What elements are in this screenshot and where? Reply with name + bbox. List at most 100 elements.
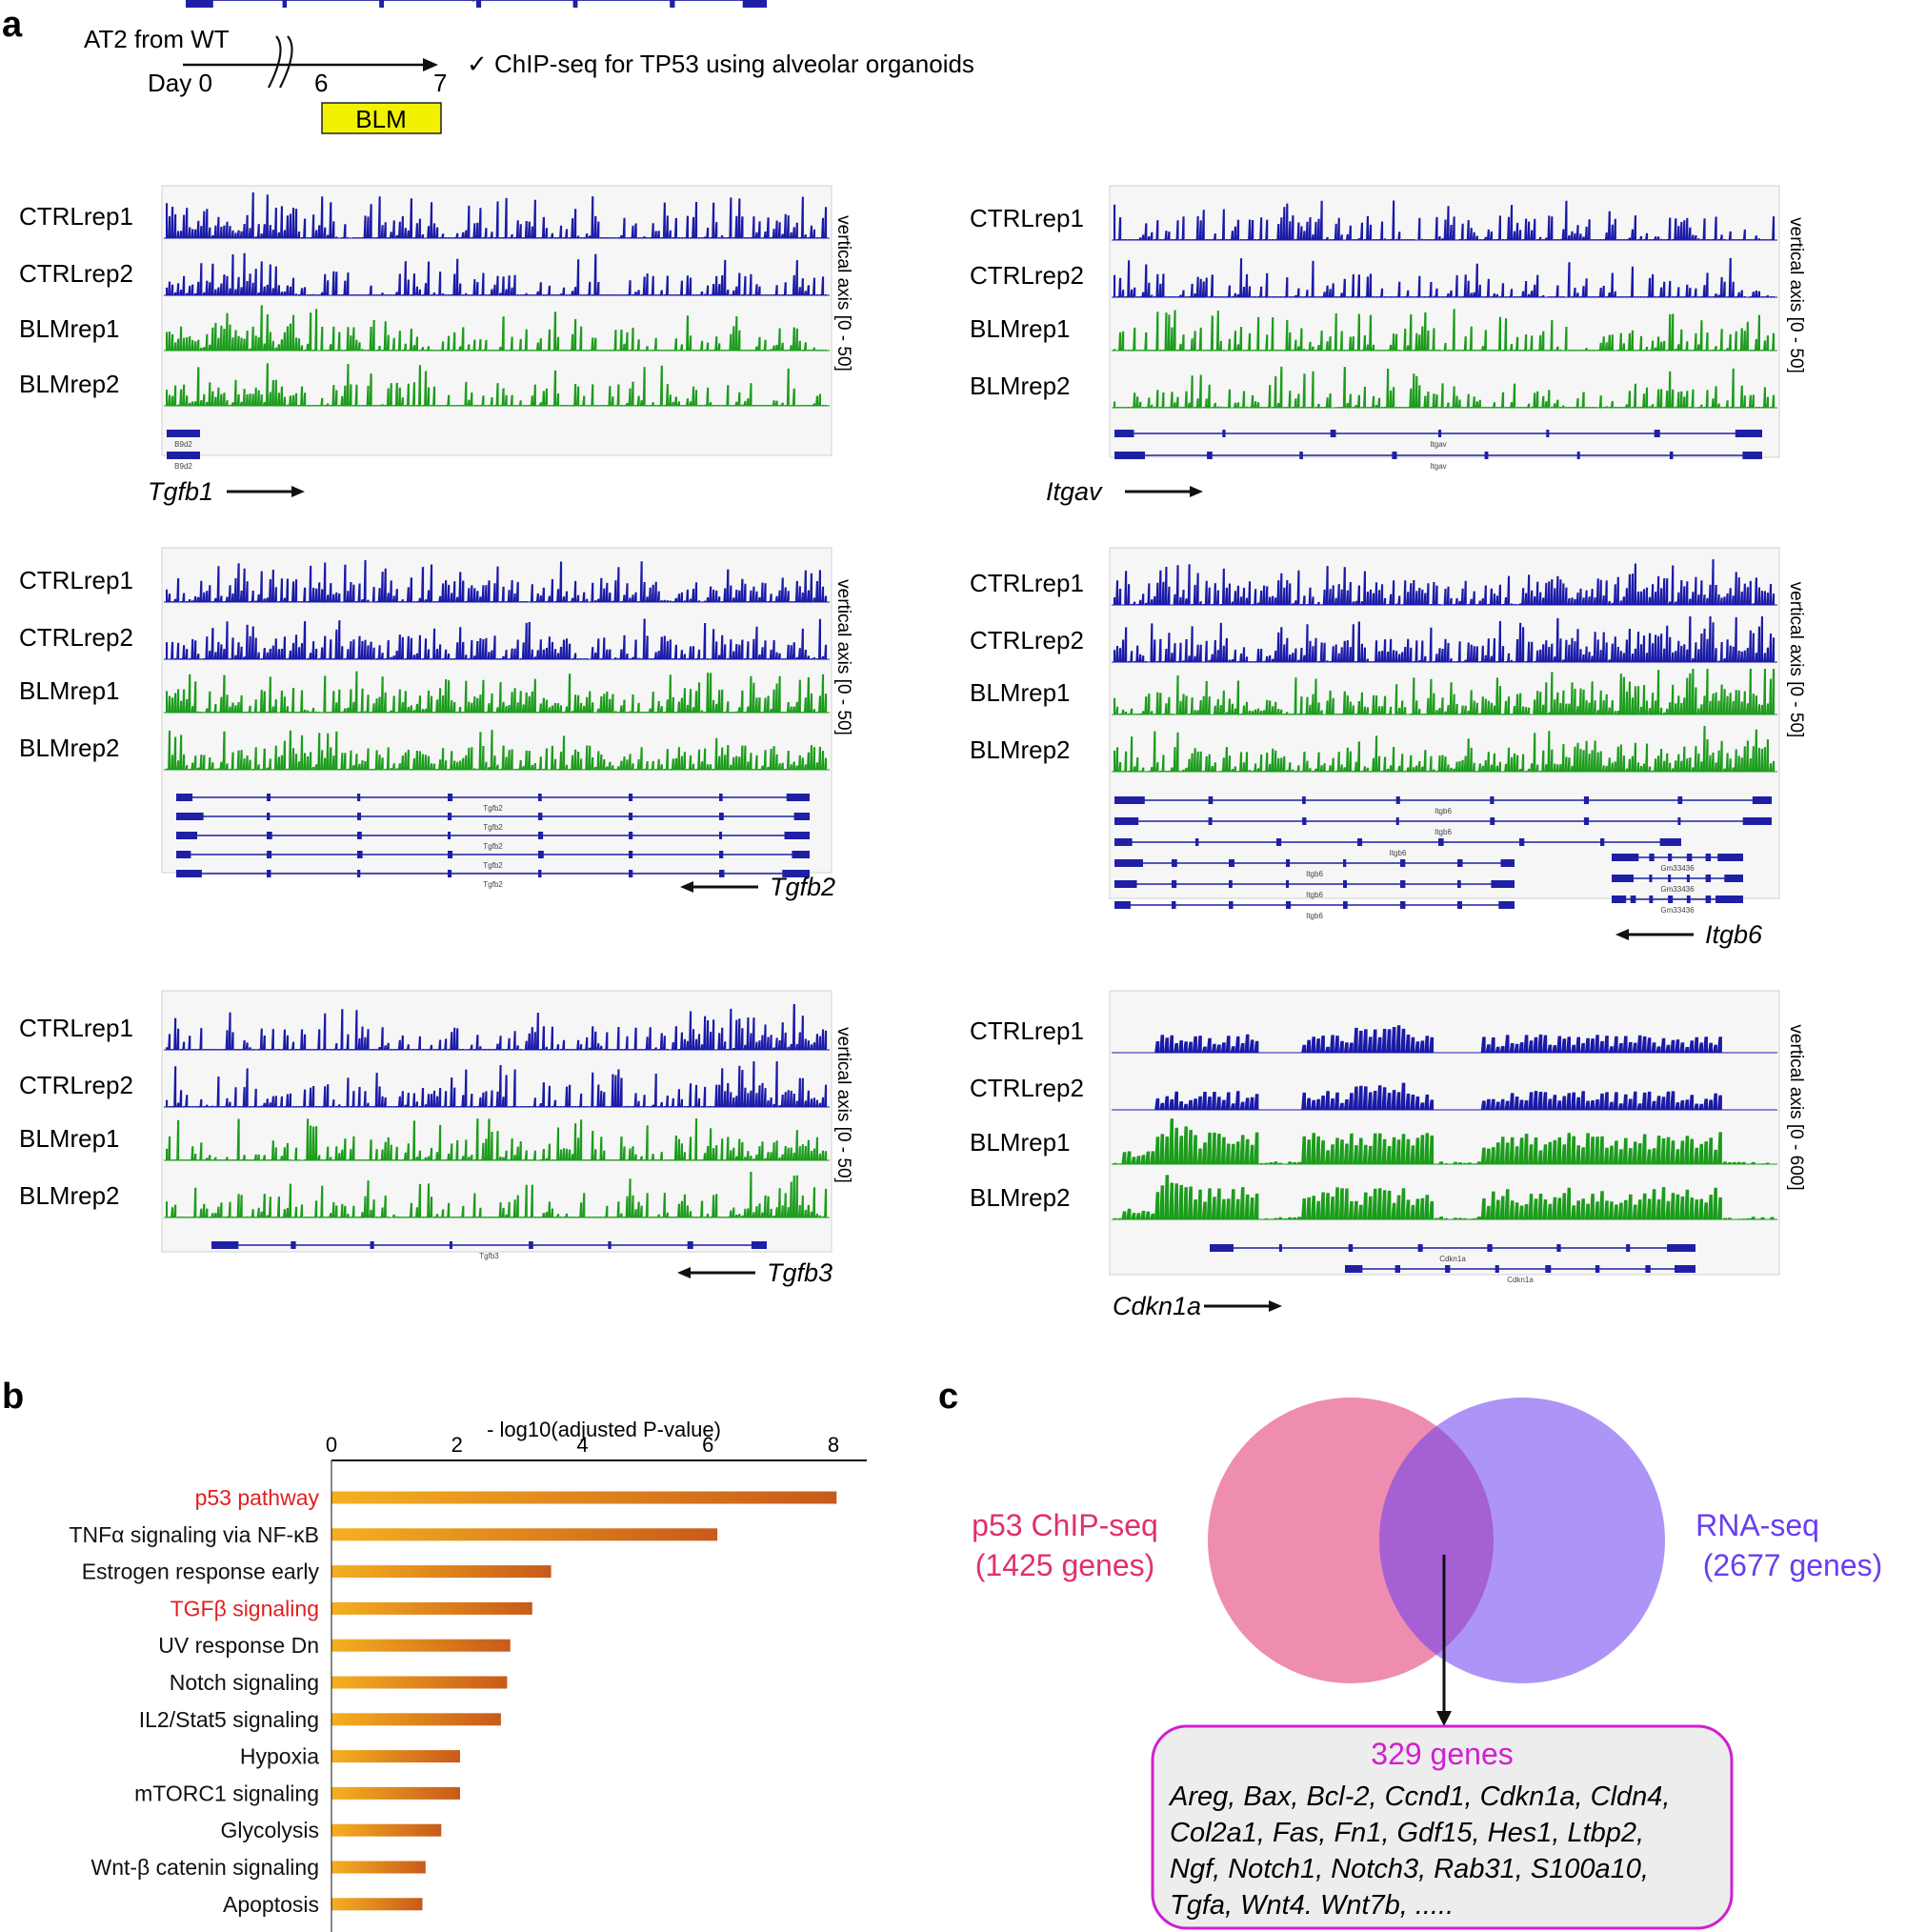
exon bbox=[1343, 880, 1347, 888]
exon bbox=[1705, 854, 1712, 861]
category-label: IL2/Stat5 signaling bbox=[139, 1707, 319, 1732]
exon bbox=[1229, 859, 1234, 867]
sample-label: CTRLrep2 bbox=[19, 1071, 133, 1099]
signal-track-blmrep2 bbox=[1114, 1175, 1775, 1219]
exon bbox=[1742, 452, 1762, 459]
exon bbox=[370, 1241, 374, 1249]
bar bbox=[331, 1676, 508, 1689]
blm-treatment-label: BLM bbox=[355, 105, 406, 133]
exon bbox=[782, 870, 810, 877]
signal-track-blmrep2 bbox=[166, 363, 828, 406]
exon bbox=[1395, 817, 1399, 825]
bar bbox=[331, 1565, 552, 1579]
exon bbox=[751, 1241, 767, 1249]
timeline-day0: Day 0 bbox=[148, 69, 212, 97]
signal-track-ctrlrep1 bbox=[1114, 200, 1776, 240]
track-panel-itgav: CTRLrep1 CTRLrep2 BLMrep1 BLMrep2 Itgav Itgav… bbox=[970, 185, 1806, 506]
track-panel-tgfb1: CTRLrep1 CTRLrep2 BLMrep1 BLMrep2 B9d2 B9d2 Tg… bbox=[19, 0, 853, 506]
exon bbox=[1114, 901, 1131, 909]
sample-label: BLMrep2 bbox=[970, 1183, 1071, 1212]
exon bbox=[1545, 1265, 1552, 1273]
overlap-genes-line: Ngf, Notch1, Notch3, Rab31, S100a10, bbox=[1170, 1854, 1649, 1884]
transcript-name: Tgfb2 bbox=[483, 842, 503, 851]
exon bbox=[1172, 901, 1176, 909]
exon bbox=[1343, 859, 1347, 867]
signal-track-ctrlrep2 bbox=[166, 618, 828, 659]
exon bbox=[448, 870, 452, 877]
track-background bbox=[1109, 990, 1780, 1276]
exon bbox=[1600, 838, 1605, 846]
exon bbox=[448, 832, 451, 839]
transcript-name: Gm33436 bbox=[1660, 864, 1695, 873]
transcript-name: Gm33436 bbox=[1660, 906, 1695, 915]
exon bbox=[1752, 796, 1772, 804]
exon bbox=[719, 851, 724, 858]
sample-label: BLMrep1 bbox=[19, 676, 120, 705]
exon bbox=[1484, 452, 1489, 459]
signal-track-ctrlrep2 bbox=[1114, 616, 1776, 662]
exon bbox=[1705, 896, 1712, 903]
gene-direction-arrowhead bbox=[1190, 486, 1203, 497]
category-label: mTORC1 signaling bbox=[134, 1781, 319, 1805]
bar bbox=[331, 1528, 718, 1541]
transcript-name: Itgb6 bbox=[1306, 870, 1323, 878]
exon bbox=[1400, 859, 1406, 867]
signal-track-ctrlrep1 bbox=[166, 192, 828, 238]
exon bbox=[1299, 452, 1303, 459]
transcript-name: Itgav bbox=[1430, 462, 1446, 471]
exon bbox=[1276, 838, 1282, 846]
category-label: Apoptosis bbox=[223, 1892, 319, 1917]
exon bbox=[784, 832, 810, 839]
exon bbox=[1302, 796, 1306, 804]
exon bbox=[357, 832, 362, 839]
overlap-genes-box bbox=[1151, 1724, 1734, 1930]
transcript-name: B9d2 bbox=[174, 462, 192, 471]
signal-track-ctrlrep1 bbox=[1114, 559, 1776, 605]
category-label: UV response Dn bbox=[158, 1633, 319, 1658]
sample-label: CTRLrep1 bbox=[19, 566, 133, 594]
exon bbox=[1649, 896, 1654, 903]
exon bbox=[1487, 1244, 1493, 1252]
sample-label: BLMrep2 bbox=[970, 735, 1071, 764]
timeline-day7: 7 bbox=[433, 69, 447, 97]
timeline-description: ✓ ChIP-seq for TP53 using alveolar organ… bbox=[467, 50, 974, 78]
overlap-pointer-arrowhead bbox=[1436, 1711, 1452, 1726]
exon bbox=[1495, 1265, 1499, 1273]
vertical-axis-label: vertical axis [0 - 50] bbox=[1786, 582, 1806, 738]
exon bbox=[1626, 1244, 1631, 1252]
exon bbox=[1715, 896, 1743, 903]
exon bbox=[282, 0, 287, 8]
exon bbox=[1659, 838, 1681, 846]
transcript-name: Itgb6 bbox=[1306, 912, 1323, 920]
rnaseq-circle bbox=[1379, 1398, 1665, 1683]
exon bbox=[1208, 817, 1213, 825]
exon bbox=[1576, 452, 1580, 459]
sample-label: CTRLrep1 bbox=[19, 202, 133, 231]
transcript-name: Itgb6 bbox=[1435, 807, 1452, 815]
exon bbox=[1669, 452, 1674, 459]
exon bbox=[1668, 875, 1672, 882]
overlap-genes-line: Col2a1, Fas, Fn1, Gdf15, Hes1, Ltbp2, bbox=[1170, 1818, 1644, 1848]
exon bbox=[629, 813, 633, 820]
exon bbox=[1348, 1244, 1354, 1252]
exon bbox=[719, 813, 724, 820]
gene-name-tgfb3: Tgfb3 bbox=[767, 1258, 833, 1287]
exon bbox=[172, 452, 200, 459]
exon bbox=[357, 851, 363, 858]
exon bbox=[792, 851, 810, 858]
exon bbox=[1330, 430, 1336, 437]
transcript-name: Cdkn1a bbox=[1439, 1255, 1466, 1263]
exon bbox=[1490, 796, 1495, 804]
exon bbox=[1686, 875, 1690, 882]
transcript-name: B9d2 bbox=[174, 440, 192, 449]
exon bbox=[793, 813, 810, 820]
exon bbox=[1114, 452, 1145, 459]
exon bbox=[670, 0, 675, 8]
exon bbox=[529, 1241, 533, 1249]
vertical-axis-label: vertical axis [0 - 50] bbox=[833, 215, 853, 372]
exon bbox=[629, 794, 633, 801]
gene-name-itgb6: Itgb6 bbox=[1705, 920, 1763, 949]
signal-track-blmrep2 bbox=[166, 730, 828, 770]
exon bbox=[1400, 880, 1406, 888]
timeline: AT2 from WT Day 0 6 7 BLM ✓ ChIP-seq for… bbox=[84, 25, 974, 134]
